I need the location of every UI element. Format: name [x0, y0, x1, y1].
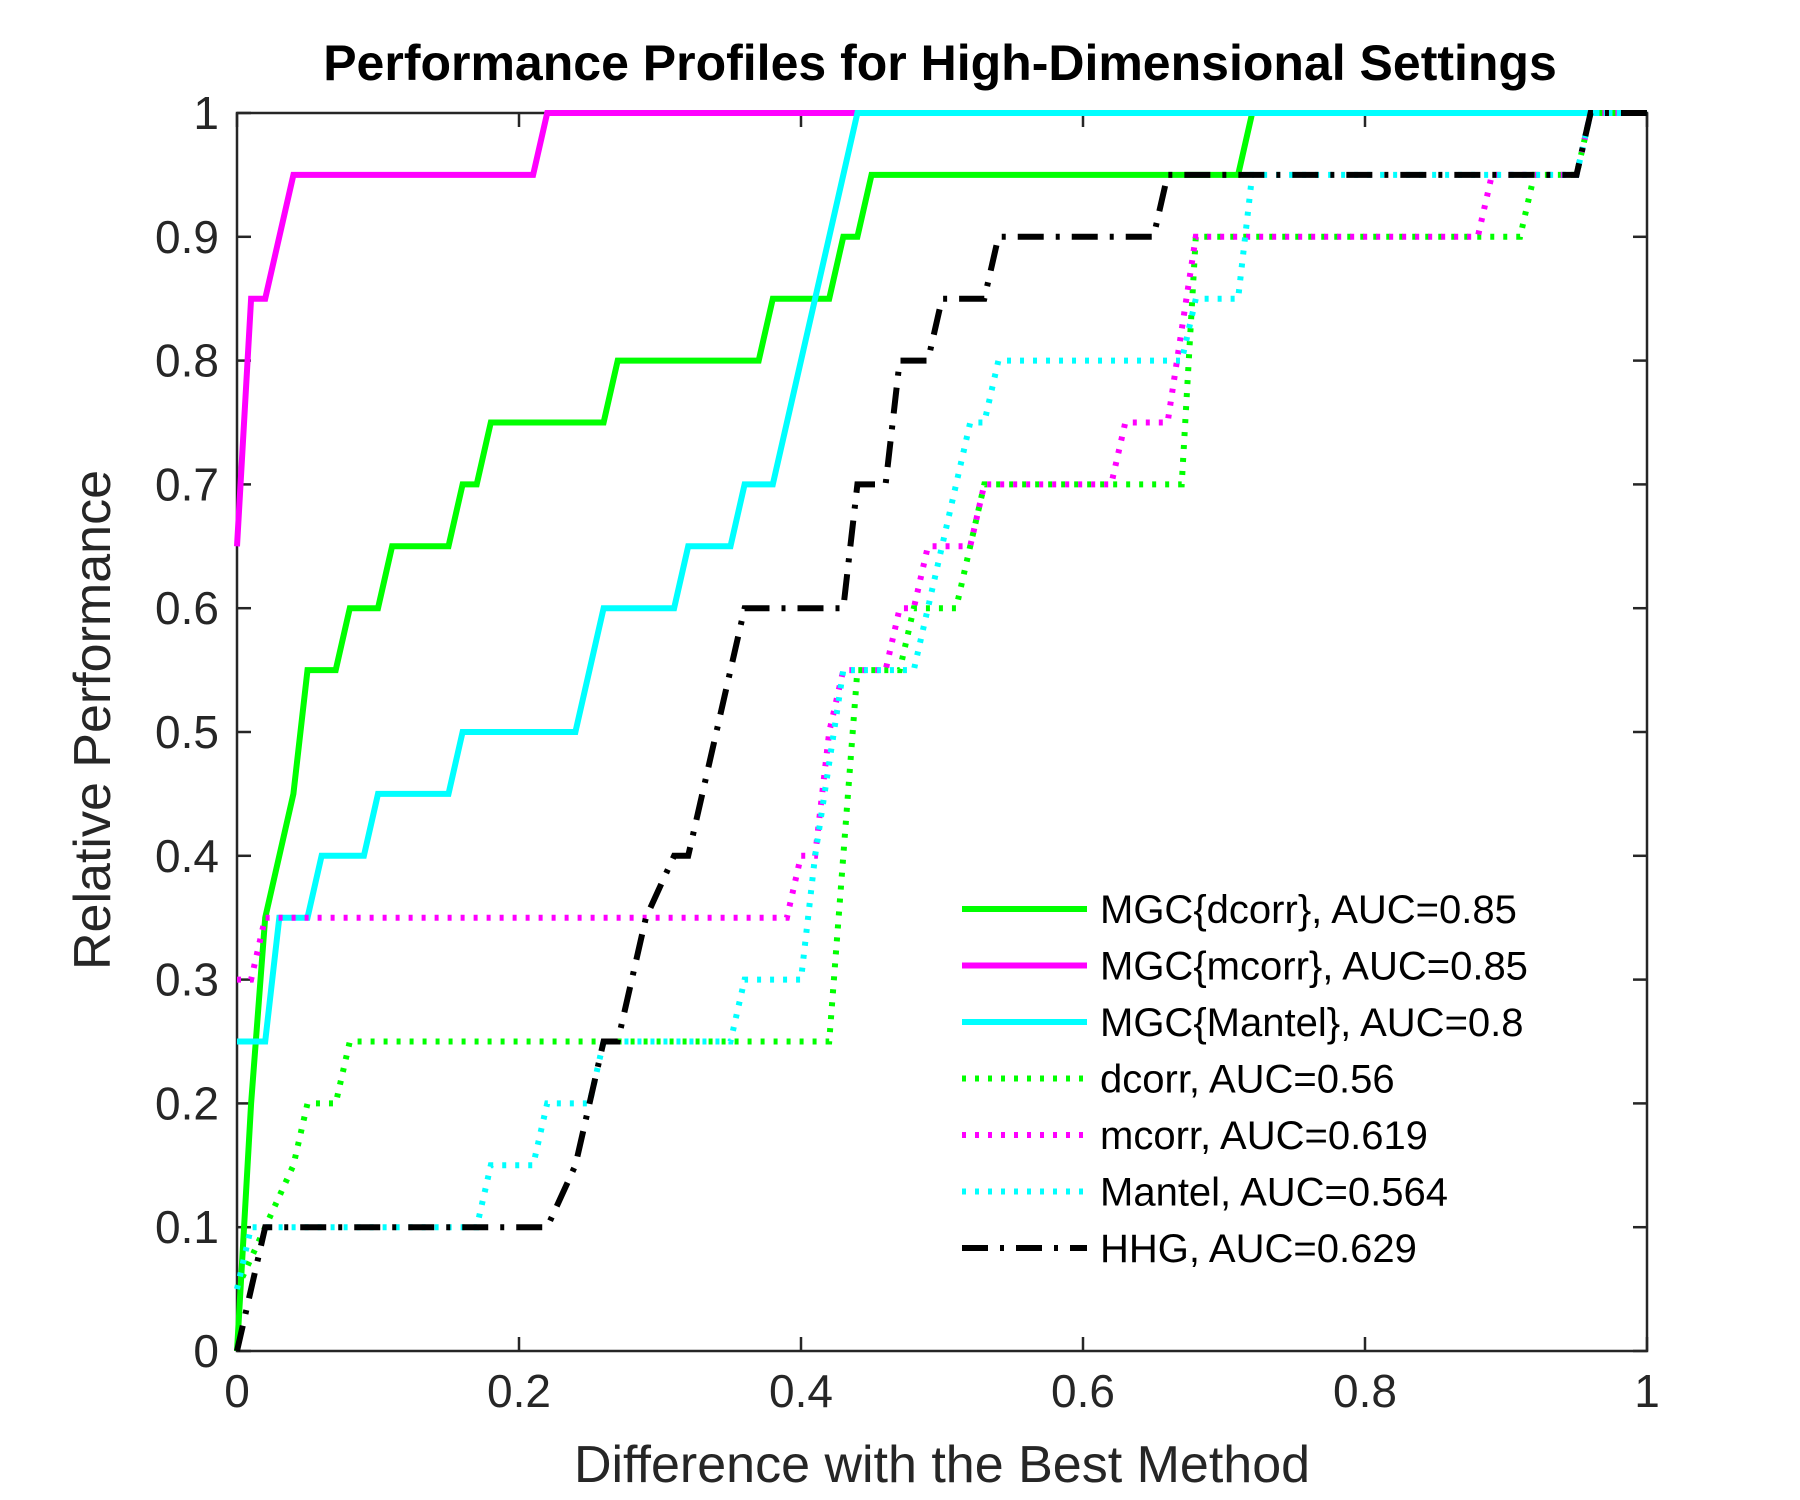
x-tick-label: 0.8: [1333, 1365, 1397, 1417]
series-line-2: [237, 110, 1647, 1045]
legend-entry-label: MGC{Mantel}, AUC=0.8: [1100, 1001, 1524, 1045]
legend-entry-label: dcorr, AUC=0.56: [1100, 1058, 1395, 1102]
y-axis-label: Relative Performance: [64, 470, 122, 970]
series-line-0: [234, 110, 1647, 1352]
x-tick-label: 0: [224, 1365, 250, 1417]
legend-entry-label: MGC{dcorr}, AUC=0.85: [1100, 888, 1517, 932]
plot-area: 0 0.2 0.4 0.6 0.8 1 0 0.1 0.2 0.3 0.4 0.5 0.6 0.7 0.8 0…: [155, 87, 1660, 1417]
x-tick-label: 0.6: [1051, 1365, 1115, 1417]
y-tick-label: 0.6: [155, 582, 219, 634]
y-tick-label: 0.1: [155, 1201, 219, 1253]
series-line-3: [234, 110, 1647, 1291]
series-line-5: [234, 110, 1647, 1290]
axis-ticks: 0 0.2 0.4 0.6 0.8 1 0 0.1 0.2 0.3 0.4 0.5 0.6 0.7 0.8 0…: [155, 87, 1660, 1417]
legend: MGC{dcorr}, AUC=0.85 MGC{mcorr}, AUC=0.85…: [962, 888, 1528, 1271]
legend-entry-label: Mantel, AUC=0.564: [1100, 1171, 1448, 1215]
x-tick-label: 1: [1634, 1365, 1660, 1417]
y-tick-label: 0.7: [155, 458, 219, 510]
series-lines: [234, 110, 1647, 1352]
plot-frame: [235, 111, 1649, 1353]
legend-entry-label: mcorr, AUC=0.619: [1100, 1114, 1428, 1158]
x-tick-label: 0.4: [769, 1365, 833, 1417]
y-tick-label: 0.4: [155, 830, 219, 882]
x-axis-label: Difference with the Best Method: [574, 1436, 1310, 1494]
chart-title: Performance Profiles for High-Dimensiona…: [323, 35, 1557, 91]
y-tick-label: 0: [193, 1325, 219, 1377]
x-tick-label: 0.2: [487, 1365, 551, 1417]
y-tick-label: 0.3: [155, 954, 219, 1006]
series-line-1: [234, 110, 1647, 547]
legend-entry-label: MGC{mcorr}, AUC=0.85: [1100, 945, 1528, 989]
y-tick-label: 0.9: [155, 211, 219, 263]
y-tick-label: 0.5: [155, 706, 219, 758]
legend-entry-label: HHG, AUC=0.629: [1100, 1227, 1417, 1271]
y-tick-label: 0.8: [155, 335, 219, 387]
y-tick-label: 0.2: [155, 1077, 219, 1129]
series-line-6: [234, 110, 1647, 1352]
y-tick-label: 1: [193, 87, 219, 139]
